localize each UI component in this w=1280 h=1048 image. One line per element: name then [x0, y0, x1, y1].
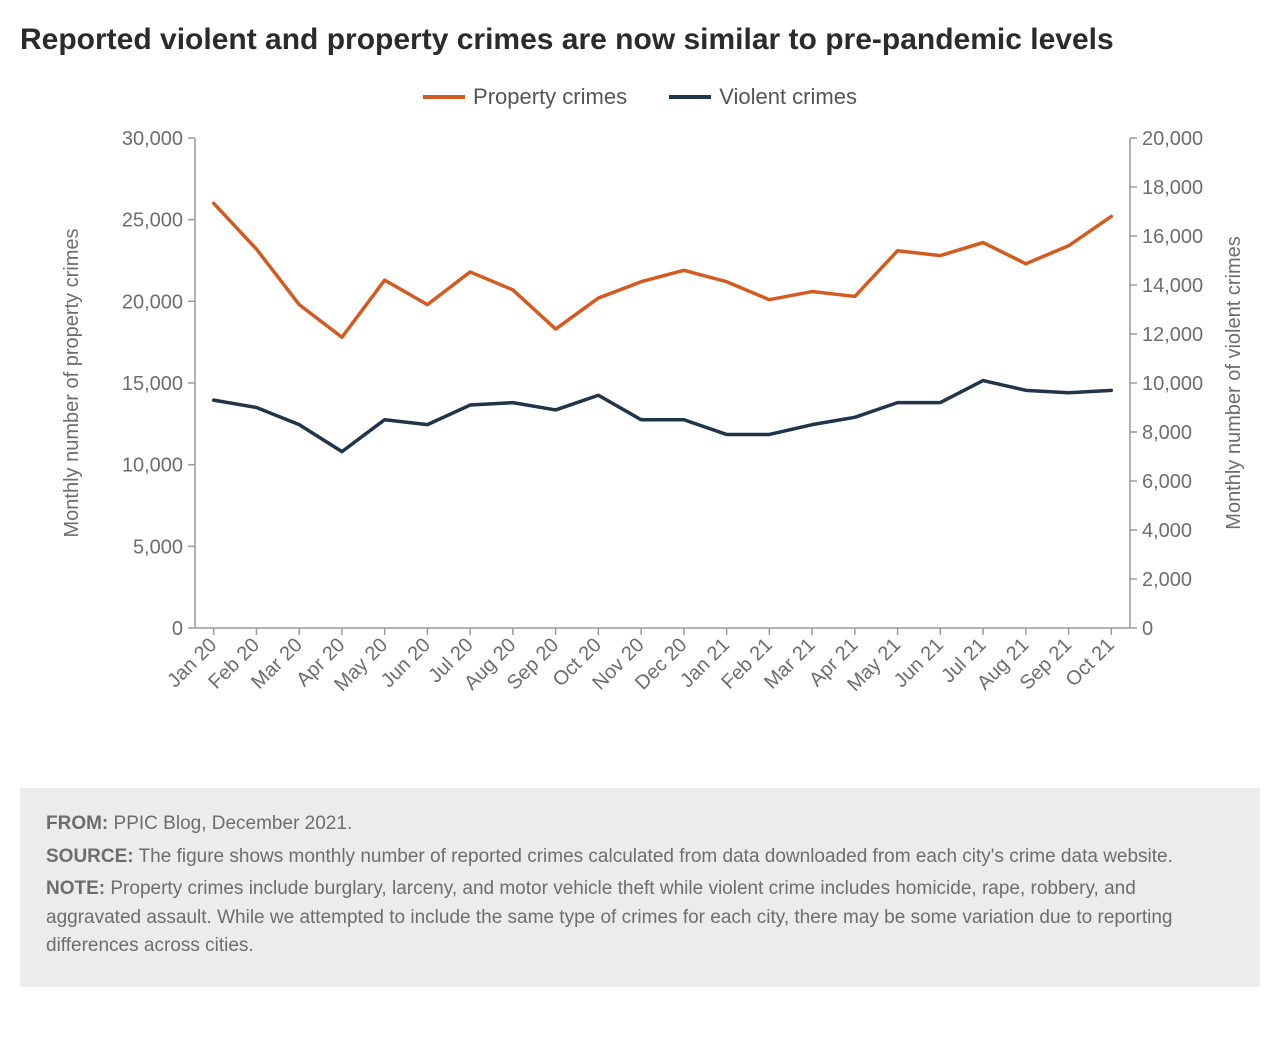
svg-text:Monthly number of violent crim: Monthly number of violent crimes: [1223, 236, 1245, 529]
svg-text:0: 0: [1142, 618, 1153, 640]
svg-text:10,000: 10,000: [1142, 373, 1203, 395]
svg-text:15,000: 15,000: [122, 373, 183, 395]
legend-label-property: Property crimes: [473, 84, 627, 110]
svg-text:30,000: 30,000: [122, 128, 183, 150]
svg-text:2,000: 2,000: [1142, 569, 1192, 591]
chart-footer: FROM: PPIC Blog, December 2021. SOURCE: …: [20, 788, 1260, 987]
footer-note: NOTE: Property crimes include burglary, …: [46, 875, 1234, 961]
line-chart-svg: 0 5,000 10,000 15,000 20,000 25,000 30,000 Mont…: [20, 118, 1260, 758]
svg-text:16,000: 16,000: [1142, 226, 1203, 248]
chart-area: 0 5,000 10,000 15,000 20,000 25,000 30,000 Mont…: [20, 118, 1260, 758]
svg-text:25,000: 25,000: [122, 210, 183, 232]
footer-source-text: The figure shows monthly number of repor…: [134, 846, 1173, 867]
svg-text:12,000: 12,000: [1142, 324, 1203, 346]
legend-label-violent: Violent crimes: [719, 84, 857, 110]
footer-note-text: Property crimes include burglary, larcen…: [46, 878, 1173, 956]
svg-text:20,000: 20,000: [1142, 128, 1203, 150]
footer-source: SOURCE: The figure shows monthly number …: [46, 843, 1234, 872]
svg-text:0: 0: [172, 618, 183, 640]
svg-text:4,000: 4,000: [1142, 520, 1192, 542]
svg-text:10,000: 10,000: [122, 455, 183, 477]
svg-text:Monthly number of property cri: Monthly number of property crimes: [61, 228, 83, 537]
svg-text:Jun 21: Jun 21: [890, 634, 948, 692]
svg-text:Jun 20: Jun 20: [377, 634, 435, 692]
legend-item-property: Property crimes: [423, 84, 627, 110]
chart-legend: Property crimes Violent crimes: [20, 79, 1260, 110]
footer-source-label: SOURCE:: [46, 846, 134, 867]
legend-item-violent: Violent crimes: [669, 84, 857, 110]
footer-from-label: FROM:: [46, 813, 108, 834]
svg-text:18,000: 18,000: [1142, 177, 1203, 199]
svg-text:6,000: 6,000: [1142, 471, 1192, 493]
svg-text:14,000: 14,000: [1142, 275, 1203, 297]
svg-text:5,000: 5,000: [133, 536, 183, 558]
svg-text:Oct 21: Oct 21: [1062, 634, 1119, 691]
svg-text:8,000: 8,000: [1142, 422, 1192, 444]
footer-from: FROM: PPIC Blog, December 2021.: [46, 810, 1234, 839]
legend-swatch-violent: [669, 95, 711, 99]
footer-from-text: PPIC Blog, December 2021.: [108, 813, 352, 834]
chart-title: Reported violent and property crimes are…: [20, 20, 1260, 59]
legend-swatch-property: [423, 95, 465, 99]
svg-text:20,000: 20,000: [122, 291, 183, 313]
footer-note-label: NOTE:: [46, 878, 105, 899]
